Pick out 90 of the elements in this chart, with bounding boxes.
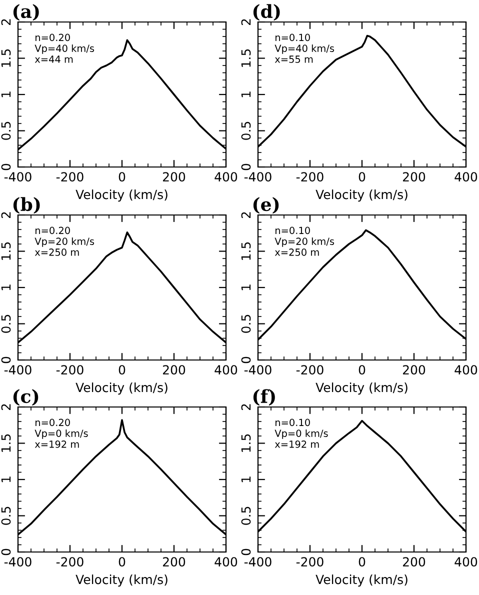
y-tick-label: 2 [241,404,251,410]
x-tick-label: 400 [214,365,238,375]
annotation: n=0.10 [276,34,310,42]
x-tick-label: 0 [118,365,126,375]
x-tick-label: -200 [296,557,324,567]
y-tick-label: 0.5 [1,506,11,525]
annotation: x=192 m [34,440,79,448]
x-axis-title: Velocity (km/s) [76,190,168,202]
y-tick-label: 1.5 [241,434,251,452]
y-tick-label: 0.5 [241,506,251,525]
x-axis-title: Velocity (km/s) [76,382,168,395]
x-tick-label: 200 [162,557,186,567]
y-tick-label: 0.5 [1,122,11,140]
y-tick-label: 1.5 [1,49,11,67]
y-tick-label: 1 [241,476,251,482]
chart-title: (e) [253,197,279,214]
annotation: x=250 m [274,248,319,256]
y-tick-label: 2 [241,212,251,218]
annotation: x=192 m [274,440,319,448]
chart-title: (c) [13,389,38,406]
y-tick-label: 0.5 [241,122,251,140]
chart-title: (f) [253,389,275,406]
x-tick-label: -400 [244,557,272,567]
annotation: x=44 m [34,56,73,63]
x-axis-title: Velocity (km/s) [316,382,408,395]
x-tick-label: 400 [454,172,478,182]
x-tick-label: 0 [358,557,366,567]
x-tick-label: 200 [162,172,186,182]
x-tick-label: 400 [214,172,238,182]
annotation: Vp=40 km/s [274,44,334,54]
y-tick-label: 2 [1,19,11,26]
annotation: n=0.10 [276,226,310,234]
x-tick-label: 0 [358,172,366,182]
y-tick-label: 0 [241,548,251,556]
annotation: Vp=0 km/s [34,429,88,439]
x-axis-title: Velocity (km/s) [76,574,168,587]
x-axis-title: Velocity (km/s) [316,190,408,202]
x-axis-title: Velocity (km/s) [316,574,408,587]
y-tick-label: 2 [1,404,11,410]
y-tick-label: 1 [241,92,251,98]
y-tick-label: 0 [1,164,11,170]
y-tick-label: 0 [241,356,251,364]
x-tick-label: 400 [214,557,238,567]
annotation: x=55 m [274,56,313,63]
y-tick-label: 0.5 [1,314,11,333]
annotation: n=0.20 [36,418,70,426]
annotation: n=0.10 [276,418,310,426]
y-tick-label: 1 [1,92,11,98]
annotation: n=0.20 [36,226,70,234]
x-tick-label: -400 [244,365,272,375]
x-tick-label: 200 [402,172,426,182]
y-tick-label: 1.5 [241,49,251,67]
x-tick-label: 0 [118,172,126,182]
x-tick-label: 200 [162,365,186,375]
x-tick-label: 400 [454,557,478,567]
annotation: Vp=0 km/s [274,429,328,439]
annotation: x=250 m [34,248,79,256]
annotation: Vp=40 km/s [34,44,94,54]
y-tick-label: 2 [1,212,11,218]
x-tick-label: -200 [296,172,324,182]
x-tick-label: 200 [402,365,426,375]
y-tick-label: 1.5 [241,242,251,260]
x-tick-label: -200 [56,557,84,567]
annotation: n=0.20 [36,34,70,42]
x-tick-label: 0 [118,557,126,567]
y-tick-label: 0 [241,164,251,170]
y-tick-label: 2 [241,19,251,26]
x-tick-label: -200 [56,172,84,182]
chart-title: (b) [13,197,40,214]
x-tick-label: -400 [244,172,272,182]
annotation: Vp=20 km/s [274,237,334,247]
annotation: Vp=20 km/s [34,237,94,247]
x-tick-label: -200 [296,365,324,375]
y-tick-label: 1.5 [1,242,11,260]
x-tick-label: -400 [4,172,32,182]
x-tick-label: 200 [402,557,426,567]
x-tick-label: -400 [4,365,32,375]
y-tick-label: 1 [1,476,11,482]
x-tick-label: 400 [454,365,478,375]
x-tick-label: 0 [358,365,366,375]
y-tick-label: 0 [1,548,11,556]
chart-title: (d) [253,4,280,21]
chart-title: (a) [13,4,39,21]
x-tick-label: -200 [56,365,84,375]
y-tick-label: 0 [1,356,11,364]
x-tick-label: -400 [4,557,32,567]
y-tick-label: 1.5 [1,434,11,452]
y-tick-label: 1 [1,284,11,290]
y-tick-label: 0.5 [241,314,251,333]
y-tick-label: 1 [241,284,251,290]
